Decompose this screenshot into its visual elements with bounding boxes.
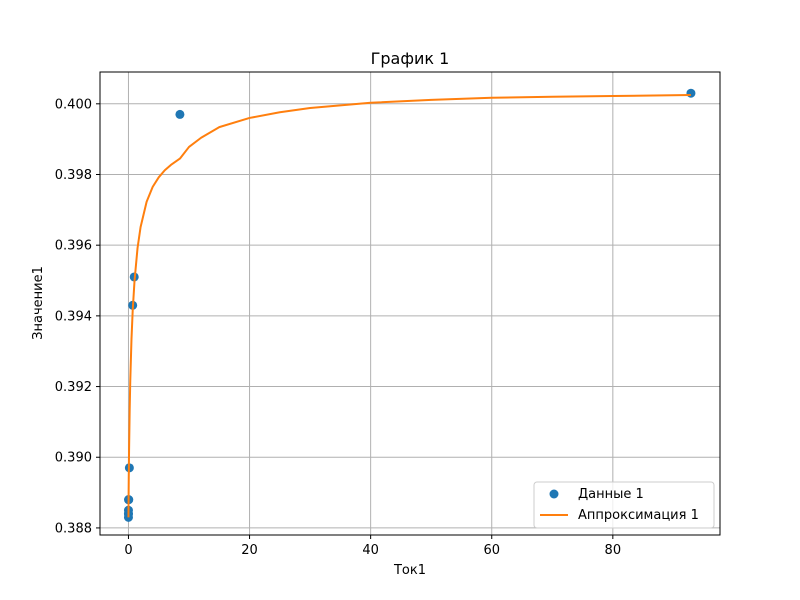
- plot-marks: [123, 88, 696, 522]
- legend-box: [533, 481, 715, 529]
- y-axis-ticks: 0.388 0.390 0.392 0.394 0.396 0.398 0.400: [55, 97, 100, 536]
- x-axis-label: Ток1: [393, 563, 426, 578]
- data-point: [175, 109, 185, 119]
- plot-area: [123, 88, 696, 522]
- x-tick-label: 80: [605, 543, 622, 558]
- legend: Данные 1 Аппроксимация 1: [533, 481, 715, 529]
- axes-frame: [99, 71, 721, 536]
- y-tick-label: 0.392: [55, 380, 92, 395]
- x-axis-ticks: 0 20 40 60 80: [124, 535, 621, 558]
- x-tick-label: 0: [124, 543, 132, 558]
- y-tick-label: 0.390: [55, 451, 92, 466]
- legend-marker-data-1: [549, 489, 559, 499]
- grid: [100, 72, 720, 535]
- y-tick-label: 0.388: [55, 521, 92, 536]
- chart-title: График 1: [371, 49, 450, 68]
- y-axis-label: Значение1: [31, 266, 46, 340]
- y-tick-label: 0.398: [55, 168, 92, 183]
- y-tick-label: 0.400: [55, 97, 92, 112]
- x-tick-label: 60: [483, 543, 500, 558]
- x-tick-label: 20: [241, 543, 258, 558]
- y-tick-label: 0.394: [55, 309, 92, 324]
- data-point: [686, 88, 696, 98]
- y-tick-label: 0.396: [55, 239, 92, 254]
- legend-label-approx-1: Аппроксимация 1: [578, 508, 699, 523]
- x-tick-label: 40: [362, 543, 379, 558]
- approximation-line: [127, 93, 691, 518]
- legend-label-data-1: Данные 1: [578, 487, 644, 502]
